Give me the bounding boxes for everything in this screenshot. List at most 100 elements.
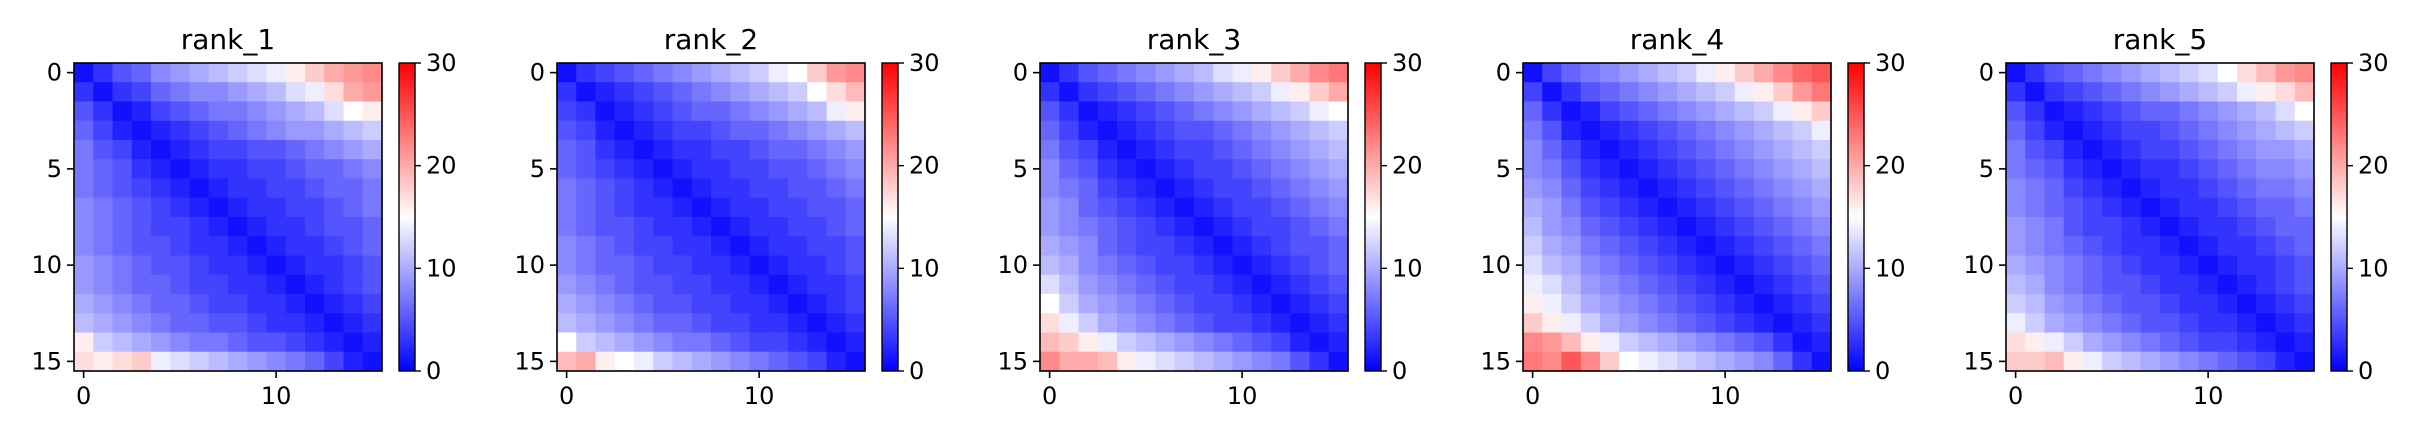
heatmap-cell xyxy=(362,236,383,257)
heatmap-cell xyxy=(131,197,152,218)
heatmap-cell xyxy=(170,351,191,372)
heatmap-cell xyxy=(672,351,693,372)
heatmap-cell xyxy=(362,63,383,83)
heatmap-cell xyxy=(1309,63,1330,83)
heatmap-cell xyxy=(634,178,654,199)
heatmap-cell xyxy=(2217,217,2238,237)
heatmap-cell xyxy=(362,313,383,334)
heatmap-cell xyxy=(93,101,114,122)
heatmap-cell xyxy=(845,82,866,103)
heatmap-cell xyxy=(343,140,364,160)
heatmap-cell xyxy=(1754,255,1774,276)
heatmap-cell xyxy=(1542,255,1563,276)
heatmap-cell xyxy=(1600,217,1620,237)
heatmap-cell xyxy=(74,274,94,295)
heatmap-cell xyxy=(170,313,191,334)
heatmap-cell xyxy=(2102,332,2123,353)
heatmap-cell xyxy=(557,159,577,180)
heatmap-cell xyxy=(826,82,847,103)
heatmap-cell xyxy=(93,313,114,334)
heatmap-cell xyxy=(1561,236,1582,257)
heatmap-cell xyxy=(1078,63,1099,83)
heatmap-cell xyxy=(1251,255,1272,276)
heatmap-cell xyxy=(324,120,345,141)
heatmap-cell xyxy=(1600,140,1620,160)
heatmap-cell xyxy=(247,274,268,295)
heatmap-cell xyxy=(557,351,577,372)
heatmap-cell xyxy=(1155,351,1176,372)
heatmap-cell xyxy=(595,63,616,83)
heatmap-cell xyxy=(1773,351,1794,372)
heatmap-cell xyxy=(1136,236,1157,257)
heatmap-cell xyxy=(1638,140,1659,160)
x-tick-label: 0 xyxy=(76,382,91,410)
heatmap-cell xyxy=(730,82,751,103)
heatmap-cell xyxy=(2160,82,2180,103)
heatmap-cell xyxy=(730,120,751,141)
heatmap-cell xyxy=(2025,313,2046,334)
heatmap-cell xyxy=(2006,274,2026,295)
heatmap-cell xyxy=(1271,63,1291,83)
heatmap-cell xyxy=(1600,313,1620,334)
heatmap-cell xyxy=(1309,313,1330,334)
heatmap-cell xyxy=(1542,351,1563,372)
heatmap-cell xyxy=(1561,159,1582,180)
heatmap-cell xyxy=(1040,178,1060,199)
heatmap-cell xyxy=(2275,197,2296,218)
heatmap-cell xyxy=(768,63,789,83)
heatmap-cell xyxy=(1117,255,1137,276)
heatmap-cell xyxy=(2140,120,2161,141)
heatmap-cell xyxy=(305,313,325,334)
heatmap-cell xyxy=(1155,82,1176,103)
colorbar-tick-label: 30 xyxy=(1875,49,1906,77)
heatmap-cell xyxy=(170,217,191,237)
colorbar-tick-label: 20 xyxy=(1392,152,1423,180)
heatmap-cell xyxy=(1580,351,1601,372)
heatmap-cell xyxy=(1638,217,1659,237)
heatmap-cell xyxy=(557,236,577,257)
y-tick-label: 5 xyxy=(1013,155,1028,183)
heatmap-cell xyxy=(1696,101,1717,122)
heatmap-cell xyxy=(1174,120,1195,141)
heatmap-cell xyxy=(730,197,751,218)
heatmap-cell xyxy=(768,178,789,199)
heatmap-cell xyxy=(768,274,789,295)
heatmap-cell xyxy=(1523,313,1543,334)
heatmap-cell xyxy=(1251,120,1272,141)
heatmap-cell xyxy=(131,159,152,180)
heatmap-cell xyxy=(1696,332,1717,353)
heatmap-cell xyxy=(1677,197,1697,218)
x-tick-label: 10 xyxy=(2193,382,2224,410)
heatmap-cell xyxy=(614,159,635,180)
heatmap-cell xyxy=(305,255,325,276)
heatmap-cell xyxy=(614,274,635,295)
heatmap-cell xyxy=(1136,217,1157,237)
heatmap-cell xyxy=(2160,217,2180,237)
heatmap-cell xyxy=(2256,178,2277,199)
heatmap-cell xyxy=(1136,255,1157,276)
heatmap-cell xyxy=(1174,351,1195,372)
heatmap-cell xyxy=(1696,120,1717,141)
heatmap-cell xyxy=(131,101,152,122)
heatmap-cell xyxy=(1059,63,1080,83)
heatmap-cell xyxy=(1792,217,1813,237)
heatmap-panel-1: rank_1 0 5 10 15 0 10 0 10 20 30 xyxy=(31,23,456,410)
heatmap-cell xyxy=(2006,140,2026,160)
heatmap-cell xyxy=(112,351,133,372)
heatmap-cell xyxy=(845,332,866,353)
heatmap-cell xyxy=(634,217,654,237)
heatmap-cell xyxy=(1715,63,1736,83)
heatmap-cell xyxy=(1328,82,1349,103)
heatmap-cell xyxy=(1754,313,1774,334)
heatmap-cell xyxy=(576,236,597,257)
heatmap-cell xyxy=(93,217,114,237)
heatmap-cell xyxy=(1290,294,1311,314)
heatmap-cell xyxy=(1677,351,1697,372)
heatmap-cell xyxy=(2140,178,2161,199)
heatmap-cell xyxy=(228,101,248,122)
heatmap-cell xyxy=(1136,63,1157,83)
heatmap-cell xyxy=(2275,332,2296,353)
heatmap-cell xyxy=(2140,351,2161,372)
heatmap-cell xyxy=(2217,101,2238,122)
heatmap-cell xyxy=(807,294,828,314)
